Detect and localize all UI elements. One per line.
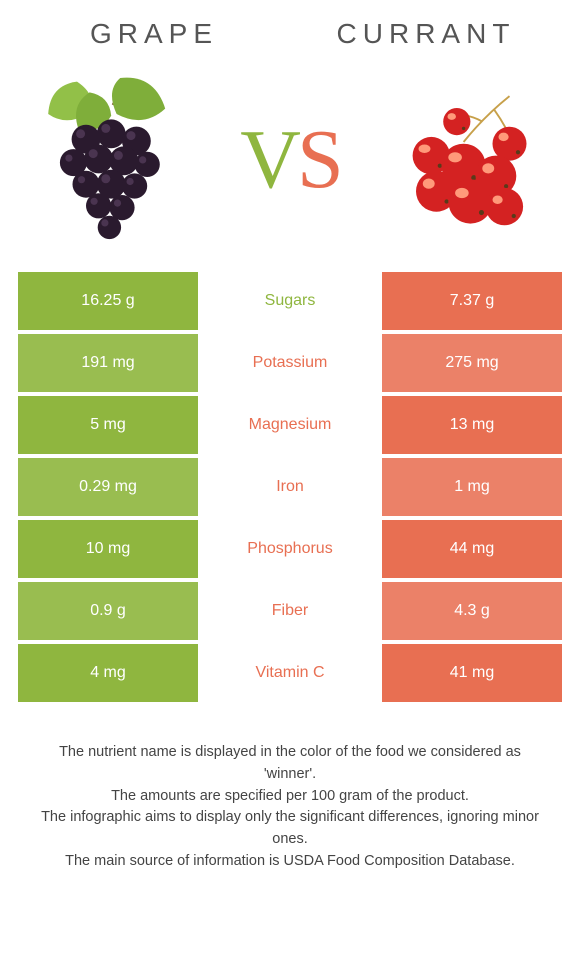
currant-image xyxy=(372,64,562,254)
footer-line: The main source of information is USDA F… xyxy=(38,851,542,873)
table-row: 191 mgPotassium275 mg xyxy=(18,334,562,392)
right-value: 41 mg xyxy=(382,644,562,702)
table-row: 0.29 mgIron1 mg xyxy=(18,458,562,516)
left-value: 191 mg xyxy=(18,334,198,392)
title-right: CURRANT xyxy=(290,18,562,50)
nutrient-label: Phosphorus xyxy=(198,520,382,578)
table-row: 4 mgVitamin C41 mg xyxy=(18,644,562,702)
nutrient-label: Iron xyxy=(198,458,382,516)
left-value: 5 mg xyxy=(18,396,198,454)
table-row: 0.9 gFiber4.3 g xyxy=(18,582,562,640)
left-value: 16.25 g xyxy=(18,272,198,330)
nutrient-table: 16.25 gSugars7.37 g191 mgPotassium275 mg… xyxy=(18,272,562,702)
right-value: 44 mg xyxy=(382,520,562,578)
grape-image xyxy=(18,64,208,254)
vs-label: VS xyxy=(240,111,339,208)
nutrient-label: Sugars xyxy=(198,272,382,330)
table-row: 10 mgPhosphorus44 mg xyxy=(18,520,562,578)
left-value: 10 mg xyxy=(18,520,198,578)
header: GRAPE CURRANT xyxy=(18,18,562,50)
left-value: 0.9 g xyxy=(18,582,198,640)
table-row: 5 mgMagnesium13 mg xyxy=(18,396,562,454)
footer-line: The infographic aims to display only the… xyxy=(38,807,542,851)
nutrient-label: Magnesium xyxy=(198,396,382,454)
right-value: 4.3 g xyxy=(382,582,562,640)
footer-notes: The nutrient name is displayed in the co… xyxy=(18,742,562,873)
right-value: 1 mg xyxy=(382,458,562,516)
right-value: 7.37 g xyxy=(382,272,562,330)
table-row: 16.25 gSugars7.37 g xyxy=(18,272,562,330)
nutrient-label: Vitamin C xyxy=(198,644,382,702)
right-value: 13 mg xyxy=(382,396,562,454)
left-value: 4 mg xyxy=(18,644,198,702)
nutrient-label: Fiber xyxy=(198,582,382,640)
nutrient-label: Potassium xyxy=(198,334,382,392)
images-row: VS xyxy=(18,64,562,254)
title-left: GRAPE xyxy=(18,18,290,50)
vs-v: V xyxy=(240,113,297,206)
left-value: 0.29 mg xyxy=(18,458,198,516)
right-value: 275 mg xyxy=(382,334,562,392)
vs-s: S xyxy=(297,113,340,206)
footer-line: The nutrient name is displayed in the co… xyxy=(38,742,542,786)
footer-line: The amounts are specified per 100 gram o… xyxy=(38,786,542,808)
